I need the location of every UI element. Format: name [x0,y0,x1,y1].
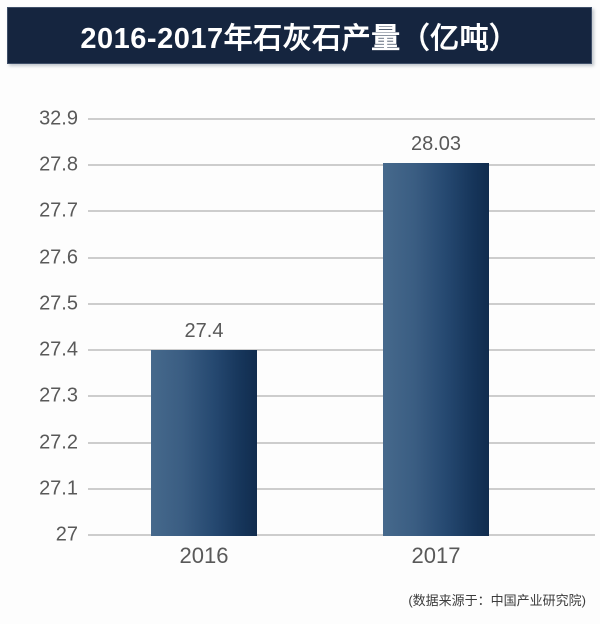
y-axis-tick-label: 27.4 [39,338,78,361]
y-axis-tick-label: 32.9 [39,107,78,130]
chart-title: 2016-2017年石灰石产量（亿吨） [80,22,519,55]
bar-value-label: 28.03 [410,133,462,156]
gridline [88,395,595,398]
gridline [88,534,595,536]
chart-title-banner: 2016-2017年石灰石产量（亿吨） [7,7,592,64]
x-axis-category-label: 2016 [179,543,229,568]
y-axis-tick-label: 27.1 [39,477,78,500]
y-axis-tick-label: 27.6 [39,246,78,269]
gridline [88,164,595,167]
y-axis-tick-label: 27 [55,523,78,546]
x-axis-category-label: 2017 [411,543,461,568]
gridline [88,487,595,490]
y-axis-tick-label: 27.3 [39,384,78,407]
gridline [88,210,595,213]
gridline [88,256,595,259]
gridline [88,349,595,352]
y-axis-tick-label: 27.2 [39,431,78,454]
y-axis-tick-label: 27.8 [39,153,78,176]
bar-2016 [151,350,257,536]
gridline [88,118,595,120]
gridline [88,441,595,444]
gridline [88,302,595,305]
data-source-note: (数据来源于：中国产业研究院) [408,593,586,608]
y-axis-tick-label: 27.5 [39,292,78,315]
bar-value-label: 27.4 [184,320,224,343]
bar-2017 [383,163,489,536]
y-axis-tick-label: 27.7 [39,199,78,222]
